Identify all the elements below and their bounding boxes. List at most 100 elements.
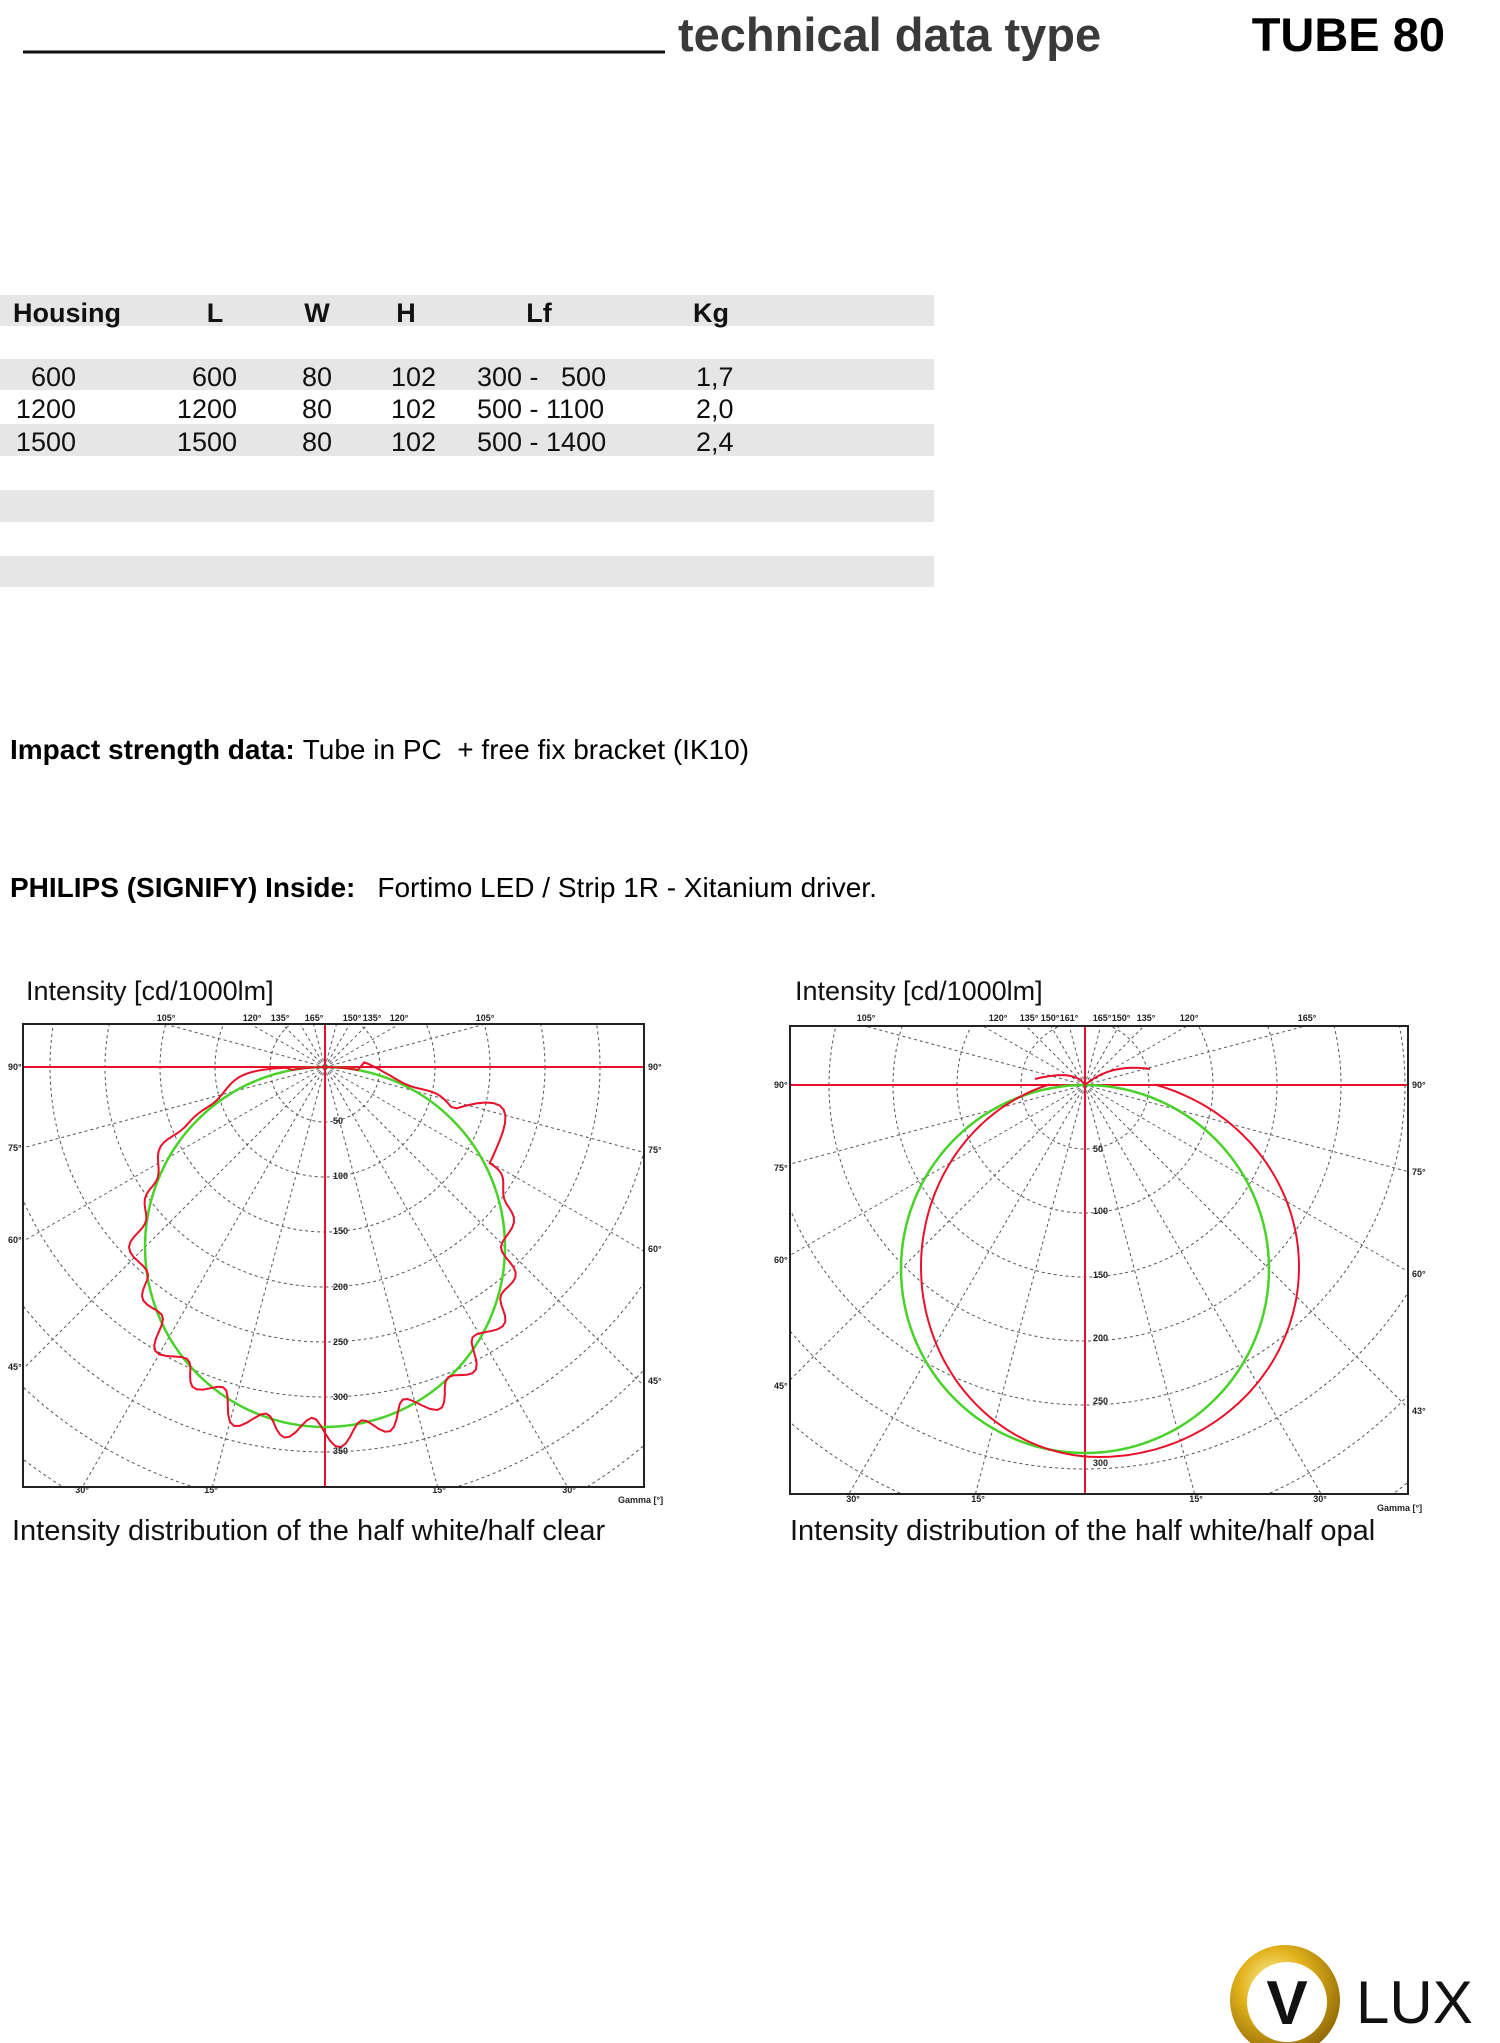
- angle-label-top: 165°: [305, 1013, 324, 1023]
- impact-line: Impact strength data: Tube in PC + free f…: [10, 734, 749, 765]
- grid-spoke: [211, 1066, 326, 1487]
- table-cell: 1200: [16, 394, 76, 424]
- grid-spoke: [1084, 1084, 1408, 1409]
- grid-spoke: [981, 1026, 1086, 1086]
- angle-label-top: 135°: [1020, 1013, 1039, 1023]
- table-header-cell: Kg: [693, 298, 729, 328]
- grid-spoke: [1084, 1026, 1145, 1086]
- table-cell: 80: [302, 394, 332, 424]
- angle-label-top: 105°: [476, 1013, 495, 1023]
- table-cell: 500 - 1100: [477, 394, 604, 424]
- table-cell: 2,4: [696, 427, 734, 457]
- angle-label-left: 45°: [8, 1362, 22, 1372]
- band: [0, 295, 934, 326]
- radial-label: 150: [1093, 1270, 1108, 1280]
- grid-spoke: [81, 1066, 326, 1487]
- angle-label-top: 135°: [1137, 1013, 1156, 1023]
- grid-spoke: [1084, 1026, 1120, 1086]
- radial-label: 300: [1093, 1458, 1108, 1468]
- diagram-frame: [789, 1025, 1409, 1495]
- diagram-caption: Intensity distribution of the half white…: [12, 1515, 606, 1547]
- grid-spoke: [23, 1066, 326, 1149]
- angle-label-top: 120°: [243, 1013, 262, 1023]
- grid-spoke: [974, 1084, 1086, 1494]
- table-cell: 1500: [177, 427, 237, 457]
- grid-spoke: [1084, 1084, 1196, 1494]
- table-cell: 1,7: [696, 362, 734, 392]
- header-model: TUBE 80: [1252, 8, 1445, 61]
- inside-text: Fortimo LED / Strip 1R - Xitanium driver…: [377, 872, 876, 903]
- table-cell: 102: [391, 394, 436, 424]
- axis-label: Gamma [°]: [1377, 1503, 1422, 1513]
- curve-red: [919, 1066, 1301, 1459]
- grid-spoke: [848, 1084, 1086, 1494]
- inside-label: PHILIPS (SIGNIFY) Inside:: [10, 872, 355, 903]
- angle-label-top: 161°: [1060, 1013, 1079, 1023]
- angle-label-right: 43°: [1412, 1406, 1426, 1416]
- table-cell: 1500: [16, 427, 76, 457]
- grid-spoke: [324, 1066, 439, 1487]
- angle-label-left: 45°: [774, 1381, 788, 1391]
- angle-label-bottom: 15°: [204, 1485, 218, 1495]
- angle-label-top: 165°: [1093, 1013, 1112, 1023]
- angle-label-left: 75°: [774, 1163, 788, 1173]
- angle-label-right: 60°: [648, 1244, 662, 1254]
- band: [0, 359, 934, 390]
- grid-spoke: [324, 1066, 644, 1153]
- radial-label: 50: [333, 1116, 343, 1126]
- radial-label: 150: [333, 1226, 348, 1236]
- angle-label-top: 120°: [390, 1013, 409, 1023]
- radial-label: 350: [333, 1446, 348, 1456]
- angle-label-top: 105°: [157, 1013, 176, 1023]
- logo-text: LUX: [1356, 1969, 1473, 2036]
- polar-diagram: Intensity [cd/1000lm] Intensity distribut…: [8, 976, 663, 1547]
- grid-spoke: [790, 1084, 1086, 1381]
- angle-label-top: 135°: [363, 1013, 382, 1023]
- angle-label-bottom: 30°: [75, 1485, 89, 1495]
- radial-label: 300: [333, 1392, 348, 1402]
- table-cell: 1200: [177, 394, 237, 424]
- angle-label-bottom: 15°: [971, 1494, 985, 1504]
- radial-label: 200: [1093, 1333, 1108, 1343]
- grid-spoke: [23, 1066, 326, 1242]
- diagram-title: Intensity [cd/1000lm]: [795, 976, 1043, 1006]
- angle-label-bottom: 30°: [562, 1485, 576, 1495]
- radial-label: 200: [333, 1282, 348, 1292]
- angle-label-right: 75°: [1412, 1167, 1426, 1177]
- impact-label: Impact strength data:: [10, 734, 295, 765]
- radial-label: 250: [1093, 1396, 1108, 1406]
- polar-diagram: Intensity [cd/1000lm] Intensity distribut…: [774, 976, 1426, 1547]
- radial-label: 250: [333, 1337, 348, 1347]
- table: Housing L W H Lf Kg 600 600 80 102 300 - 500 1,7 120…: [13, 298, 734, 457]
- angle-label-top: 120°: [1180, 1013, 1199, 1023]
- angle-label-right: 45°: [648, 1376, 662, 1386]
- angle-label-top: 105°: [857, 1013, 876, 1023]
- grid-spoke: [1084, 1026, 1102, 1086]
- grid-spoke: [324, 1066, 569, 1487]
- inside-line: PHILIPS (SIGNIFY) Inside: Fortimo LED / S…: [10, 872, 877, 903]
- curve-red: [127, 1061, 517, 1449]
- polar-grid: [790, 1026, 1408, 1494]
- table-cell: 600: [192, 362, 237, 392]
- polar-grid: [23, 1024, 644, 1487]
- grid-spoke: [1084, 1026, 1308, 1086]
- band: [0, 424, 934, 456]
- table-cell: 102: [391, 362, 436, 392]
- band: [0, 556, 934, 587]
- angle-label-left: 90°: [8, 1062, 22, 1072]
- angle-label-bottom: 15°: [1189, 1494, 1203, 1504]
- radial-label: 100: [333, 1171, 348, 1181]
- angle-label-right: 90°: [648, 1062, 662, 1072]
- table-cell: 102: [391, 427, 436, 457]
- logo-inner: [1247, 1962, 1327, 2042]
- table-bands: [0, 295, 934, 587]
- table-cell: 80: [302, 362, 332, 392]
- table-cell: 2,0: [696, 394, 734, 424]
- angle-label-top: 165°: [1298, 1013, 1317, 1023]
- grid-spoke: [23, 1066, 326, 1370]
- table-header-cell: Housing: [13, 298, 121, 328]
- grid-spoke: [324, 1066, 644, 1252]
- header-title: technical data type: [678, 8, 1101, 61]
- angle-label-bottom: 30°: [846, 1494, 860, 1504]
